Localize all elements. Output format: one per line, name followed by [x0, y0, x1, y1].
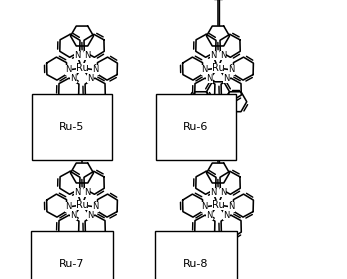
Text: N: N: [92, 202, 99, 211]
Text: N: N: [223, 74, 230, 83]
Text: Ru-5: Ru-5: [59, 122, 85, 132]
Text: N: N: [201, 202, 208, 211]
Text: N: N: [206, 74, 213, 83]
Text: Ru: Ru: [76, 200, 88, 210]
Text: N: N: [228, 65, 235, 74]
Text: Ru-7: Ru-7: [59, 259, 85, 269]
Text: Ru: Ru: [212, 200, 225, 210]
Text: N: N: [70, 74, 77, 83]
Text: Ru: Ru: [76, 63, 88, 73]
Text: N: N: [223, 211, 230, 220]
Text: N: N: [210, 51, 216, 60]
Text: N: N: [220, 188, 226, 197]
Text: N: N: [201, 65, 208, 74]
Text: N: N: [220, 51, 226, 60]
Text: N: N: [84, 188, 90, 197]
Text: N: N: [228, 202, 235, 211]
Text: Ru-6: Ru-6: [183, 122, 209, 132]
Text: N: N: [74, 51, 80, 60]
Text: N: N: [206, 211, 213, 220]
Text: N: N: [65, 65, 72, 74]
Text: N: N: [74, 188, 80, 197]
Text: N: N: [92, 65, 99, 74]
Text: Ru: Ru: [212, 63, 225, 73]
Text: Ru-8: Ru-8: [183, 259, 209, 269]
Text: N: N: [87, 74, 94, 83]
Text: N: N: [210, 188, 216, 197]
Text: N: N: [65, 202, 72, 211]
Text: N: N: [70, 211, 77, 220]
Text: N: N: [84, 51, 90, 60]
Text: N: N: [87, 211, 94, 220]
